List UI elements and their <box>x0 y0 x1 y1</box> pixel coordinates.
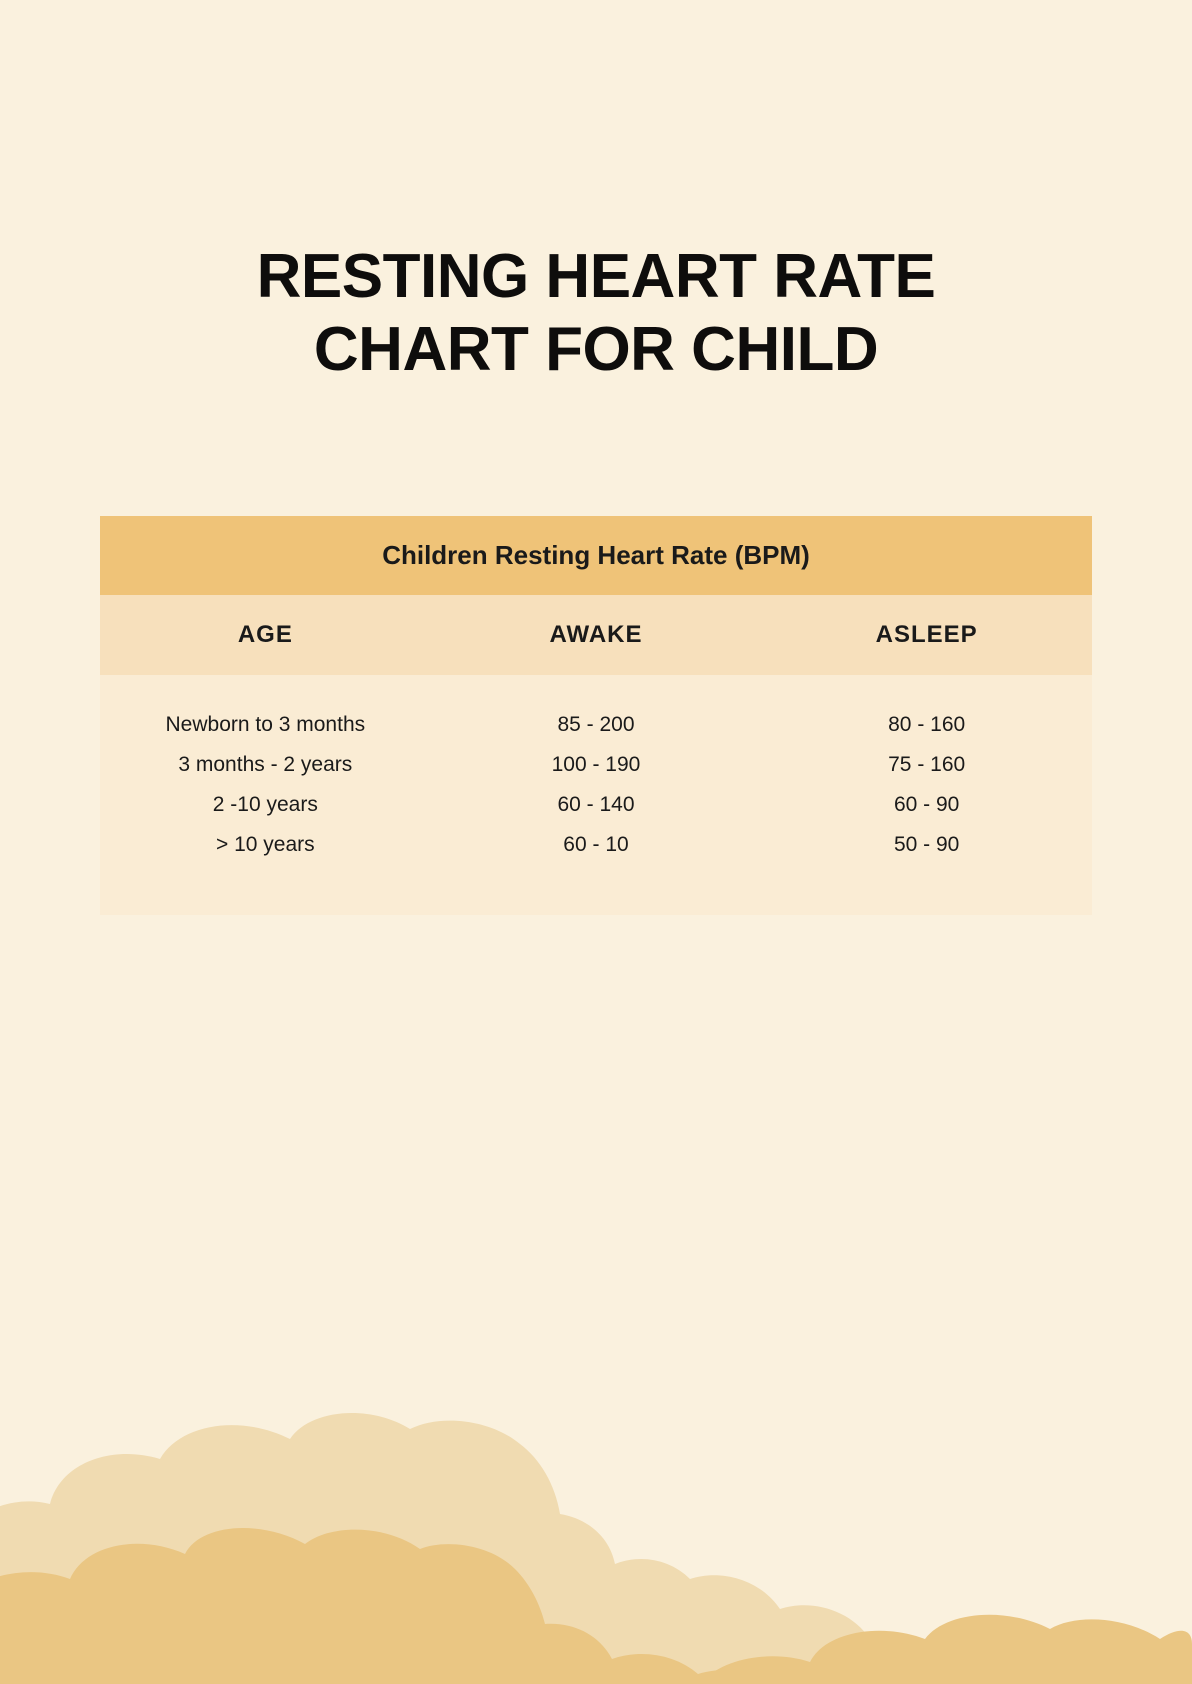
page-title: RESTING HEART RATE CHART FOR CHILD <box>100 240 1092 386</box>
cell-asleep: 80 - 160 <box>761 713 1092 737</box>
title-line-2: CHART FOR CHILD <box>314 315 878 384</box>
cloud-decoration <box>0 1264 1192 1684</box>
column-header-age: AGE <box>100 621 431 649</box>
table-row: 3 months - 2 years 100 - 190 75 - 160 <box>100 745 1092 785</box>
cell-awake: 100 - 190 <box>431 753 762 777</box>
cell-age: > 10 years <box>100 833 431 857</box>
table-row: Newborn to 3 months 85 - 200 80 - 160 <box>100 705 1092 745</box>
cell-asleep: 50 - 90 <box>761 833 1092 857</box>
cell-awake: 60 - 10 <box>431 833 762 857</box>
cell-asleep: 60 - 90 <box>761 793 1092 817</box>
cell-age: 3 months - 2 years <box>100 753 431 777</box>
cell-age: 2 -10 years <box>100 793 431 817</box>
table-row: 2 -10 years 60 - 140 60 - 90 <box>100 785 1092 825</box>
column-header-asleep: ASLEEP <box>761 621 1092 649</box>
heart-rate-table: Children Resting Heart Rate (BPM) AGE AW… <box>100 516 1092 915</box>
table-row: > 10 years 60 - 10 50 - 90 <box>100 825 1092 865</box>
cell-awake: 60 - 140 <box>431 793 762 817</box>
column-header-awake: AWAKE <box>431 621 762 649</box>
cell-asleep: 75 - 160 <box>761 753 1092 777</box>
title-line-1: RESTING HEART RATE <box>257 242 936 311</box>
cell-awake: 85 - 200 <box>431 713 762 737</box>
cell-age: Newborn to 3 months <box>100 713 431 737</box>
table-title: Children Resting Heart Rate (BPM) <box>100 516 1092 595</box>
column-headers-row: AGE AWAKE ASLEEP <box>100 595 1092 675</box>
table-body: Newborn to 3 months 85 - 200 80 - 160 3 … <box>100 675 1092 915</box>
